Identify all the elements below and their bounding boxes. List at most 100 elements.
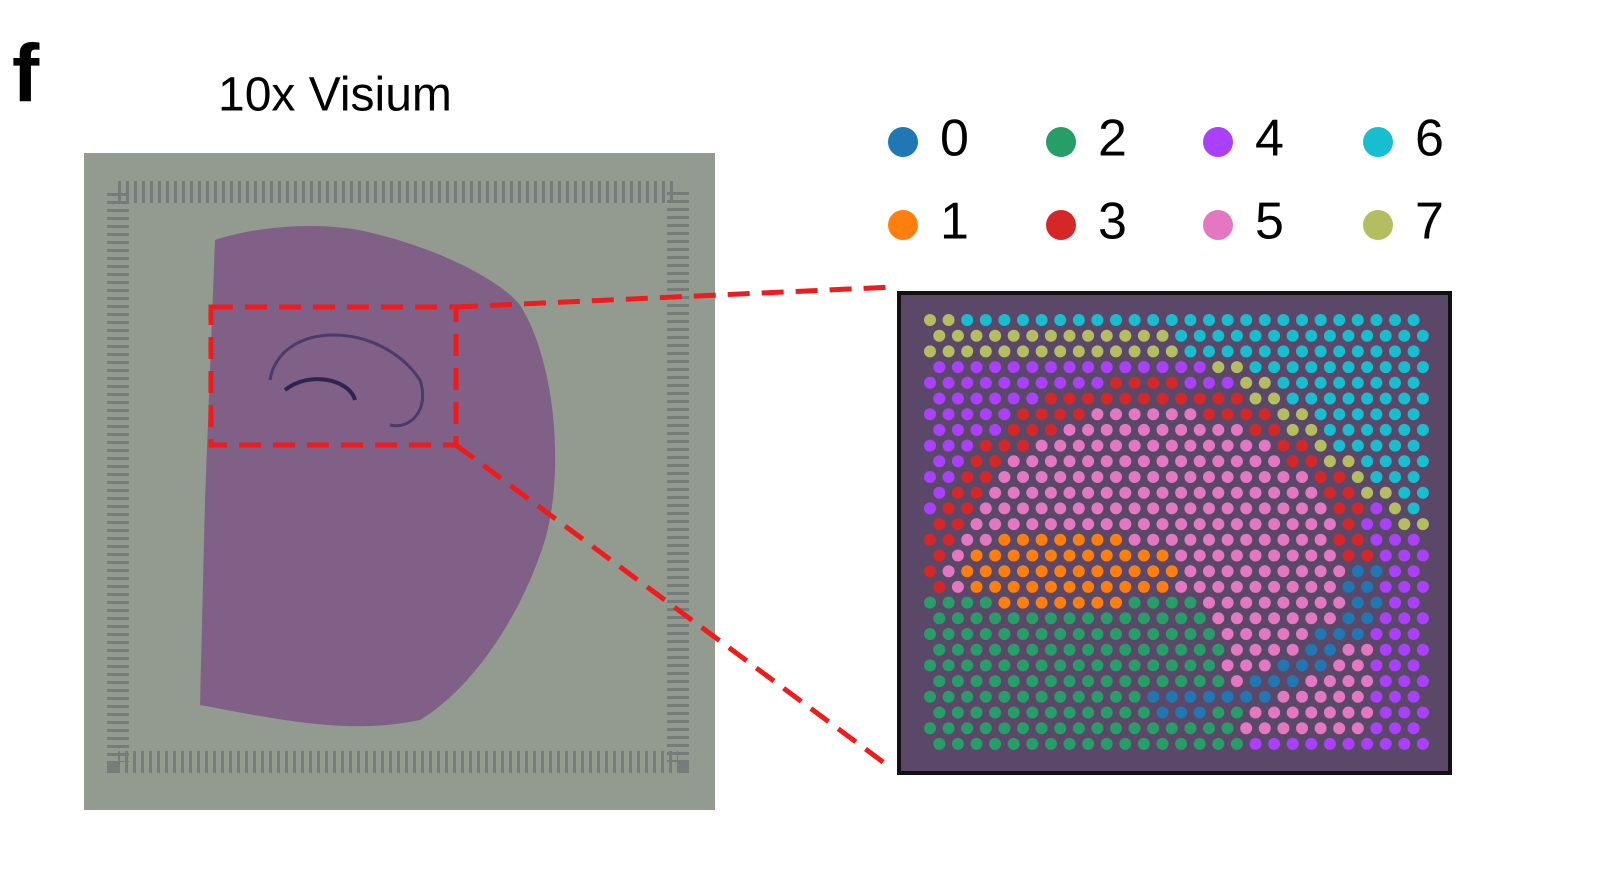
spot <box>1054 565 1067 578</box>
spot <box>1333 345 1346 358</box>
spot <box>1184 502 1197 515</box>
spot <box>1314 502 1327 515</box>
spot <box>1240 565 1253 578</box>
spot <box>1007 580 1020 593</box>
spot <box>1230 423 1243 436</box>
spot <box>1323 706 1336 719</box>
spot <box>924 628 936 640</box>
spot <box>979 502 992 515</box>
spot <box>961 628 974 640</box>
spot <box>1370 690 1383 703</box>
spot <box>1305 612 1318 625</box>
spot <box>1305 580 1318 593</box>
spot <box>1379 361 1392 374</box>
spot <box>979 408 992 421</box>
spot <box>1379 423 1392 436</box>
spot <box>1175 706 1188 719</box>
spot <box>1017 690 1029 703</box>
spot <box>1221 345 1234 358</box>
spot <box>933 580 946 593</box>
spot <box>942 502 955 515</box>
spot <box>1156 423 1169 436</box>
spot <box>1370 439 1383 452</box>
spot <box>1314 314 1327 326</box>
zoom-line <box>455 284 894 310</box>
spot <box>1240 596 1253 609</box>
spot <box>933 643 946 656</box>
spot <box>998 471 1011 483</box>
spot <box>1351 565 1364 578</box>
spot <box>942 439 955 452</box>
spot <box>1240 408 1253 421</box>
spot <box>961 596 974 609</box>
spot <box>951 423 964 436</box>
spot <box>1258 502 1271 515</box>
spot <box>1128 659 1141 672</box>
spot <box>1416 737 1429 750</box>
spot <box>970 706 983 719</box>
spot <box>1100 361 1113 374</box>
spot <box>933 518 946 531</box>
spot <box>1091 690 1104 703</box>
spot <box>1063 549 1076 562</box>
spot <box>1026 423 1039 436</box>
spot <box>1212 549 1225 562</box>
spot <box>1268 643 1281 656</box>
spot <box>1416 486 1429 499</box>
spot <box>1110 565 1122 578</box>
spot <box>1416 329 1429 342</box>
spot <box>951 580 964 593</box>
spot <box>1175 643 1188 656</box>
spot <box>1156 455 1169 468</box>
spot <box>1110 596 1122 609</box>
spot <box>1398 423 1411 436</box>
spot <box>1323 392 1336 405</box>
spot <box>1110 376 1122 389</box>
legend-dot <box>1203 210 1233 240</box>
spot <box>1407 502 1420 515</box>
spot <box>1072 659 1085 672</box>
spot <box>1249 549 1262 562</box>
spot <box>1044 518 1057 531</box>
spot <box>998 376 1011 389</box>
spot <box>1203 345 1215 358</box>
spot <box>1314 690 1327 703</box>
legend-dot <box>888 127 918 157</box>
spot <box>979 659 992 672</box>
spot <box>1361 549 1374 562</box>
spot <box>1054 533 1067 546</box>
spot <box>951 612 964 625</box>
spot <box>1017 502 1029 515</box>
spot <box>1212 361 1225 374</box>
spot <box>1175 580 1188 593</box>
spot <box>1165 314 1178 326</box>
spot <box>1398 612 1411 625</box>
spot <box>1314 722 1327 735</box>
spot <box>1221 659 1234 672</box>
spot <box>1072 376 1085 389</box>
spot <box>1398 549 1411 562</box>
spot <box>1137 580 1150 593</box>
spot <box>1007 455 1020 468</box>
spot <box>1017 659 1029 672</box>
legend-dot <box>1203 127 1233 157</box>
spot <box>924 533 936 546</box>
spot <box>1240 628 1253 640</box>
spot <box>1296 722 1308 735</box>
spot <box>961 408 974 421</box>
spot <box>1333 659 1346 672</box>
spot <box>1110 722 1122 735</box>
spot <box>1128 565 1141 578</box>
spot <box>1044 455 1057 468</box>
spot <box>1212 737 1225 750</box>
spot <box>1342 612 1355 625</box>
spot <box>1100 706 1113 719</box>
spot <box>1258 471 1271 483</box>
spot <box>1035 533 1048 546</box>
spot <box>1323 486 1336 499</box>
spot <box>1165 628 1178 640</box>
spot <box>1212 706 1225 719</box>
spot <box>1110 502 1122 515</box>
spot <box>1026 549 1039 562</box>
spot <box>1017 596 1029 609</box>
